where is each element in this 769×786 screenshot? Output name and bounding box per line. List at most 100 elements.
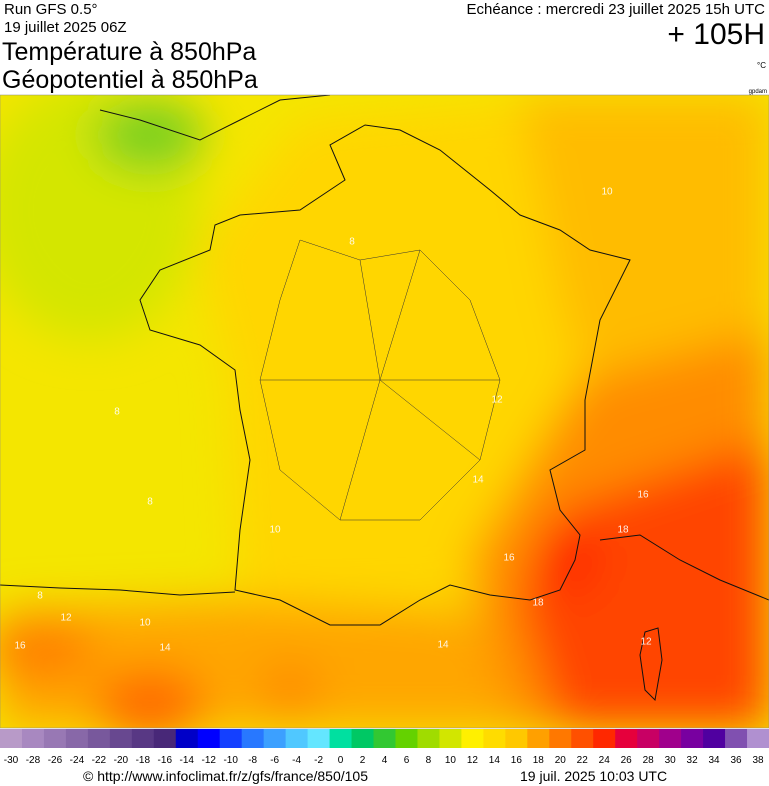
colorbar-swatch bbox=[241, 729, 265, 748]
unit: °C bbox=[757, 61, 766, 70]
title: Température à 850hPa bbox=[2, 38, 256, 66]
colorbar-swatch bbox=[0, 729, 23, 748]
contour-label: 14 bbox=[437, 640, 449, 651]
title: Géopotentiel à 850hPa bbox=[2, 66, 258, 94]
italy-coast bbox=[599, 534, 769, 601]
colorbar-label: 4 bbox=[382, 755, 388, 766]
run-date: 19 juillet 2025 06Z bbox=[4, 19, 127, 36]
coastlines bbox=[0, 95, 769, 702]
colorbar-swatch bbox=[175, 729, 199, 748]
colorbar-label: 8 bbox=[426, 755, 432, 766]
colorbar-label: 34 bbox=[709, 755, 721, 766]
colorbar-swatch bbox=[725, 729, 748, 748]
colorbar-swatch bbox=[43, 729, 67, 748]
colorbar-label: 32 bbox=[687, 755, 699, 766]
contour-label: 8 bbox=[147, 497, 153, 508]
colorbar-label: -4 bbox=[292, 755, 301, 766]
forecast: Echéance : mercredi 23 juillet 2025 15h … bbox=[467, 1, 766, 18]
colorbar-swatch bbox=[571, 729, 594, 748]
spain-coast bbox=[0, 584, 236, 596]
colorbar-swatch bbox=[307, 729, 331, 748]
colorbar-swatch bbox=[285, 729, 309, 748]
colorbar-label: 24 bbox=[599, 755, 611, 766]
colorbar-label: 16 bbox=[511, 755, 523, 766]
source-url: © http://www.infoclimat.fr/z/gfs/france/… bbox=[83, 768, 368, 784]
colorbar-swatch bbox=[439, 729, 462, 748]
colorbar: -30 -28 -26 -24 -22 -20 -18 -16 -14 -12 -10 -8 -6 -4-… bbox=[0, 729, 769, 766]
colorbar-swatch bbox=[351, 729, 375, 748]
colorbar-swatch bbox=[263, 729, 287, 748]
colorbar-label: -20 bbox=[114, 755, 129, 766]
temperature-field bbox=[0, 95, 769, 728]
colorbar-swatch bbox=[637, 729, 660, 748]
france-border bbox=[139, 124, 631, 626]
colorbar-swatch bbox=[681, 729, 704, 748]
colorbar-label: -14 bbox=[180, 755, 195, 766]
corsica bbox=[639, 627, 663, 702]
field bbox=[200, 100, 600, 600]
colorbar-swatch bbox=[219, 729, 243, 748]
colorbar-swatch bbox=[131, 729, 155, 748]
colorbar-swatch bbox=[659, 729, 682, 748]
colorbar-swatch bbox=[527, 729, 550, 748]
colorbar-label: 26 bbox=[621, 755, 633, 766]
colorbar-label: 18 bbox=[533, 755, 545, 766]
colorbar-swatch bbox=[747, 729, 769, 748]
colorbar-label: 20 bbox=[555, 755, 567, 766]
colorbar-label: 38 bbox=[752, 755, 764, 766]
field bbox=[520, 440, 769, 728]
colorbar-swatch bbox=[65, 729, 89, 748]
colorbar-label: -6 bbox=[270, 755, 279, 766]
contour-label: 10 bbox=[139, 618, 151, 629]
colorbar-label: 14 bbox=[489, 755, 501, 766]
colorbar-label: -24 bbox=[70, 755, 85, 766]
colorbar-label: -28 bbox=[26, 755, 41, 766]
colorbar-label: 2 bbox=[360, 755, 366, 766]
contour-label: 16 bbox=[637, 490, 649, 501]
field bbox=[95, 100, 205, 170]
timestamp: 19 juil. 2025 10:03 UTC bbox=[520, 768, 667, 784]
colorbar-label: -8 bbox=[248, 755, 257, 766]
contour-label: 16 bbox=[14, 641, 26, 652]
region-borders bbox=[259, 239, 501, 521]
colorbar-label: 36 bbox=[730, 755, 742, 766]
uk-coast bbox=[99, 95, 331, 141]
contour-label: 8 bbox=[37, 591, 43, 602]
colorbar-swatch bbox=[703, 729, 726, 748]
colorbar-swatch bbox=[505, 729, 528, 748]
colorbar-swatch bbox=[461, 729, 484, 748]
colorbar-label: -30 bbox=[4, 755, 19, 766]
map: 10 8 8 8 10 12 14 16 18 16 18 8 12 10 16 14 14 12 bbox=[0, 95, 769, 728]
contour-label: 10 bbox=[269, 525, 281, 536]
field bbox=[535, 530, 595, 590]
colorbar-swatch bbox=[395, 729, 418, 748]
colorbar-swatch bbox=[593, 729, 616, 748]
colorbar-label: -2 bbox=[314, 755, 323, 766]
colorbar-swatch bbox=[329, 729, 353, 748]
field bbox=[95, 670, 205, 728]
colorbar-label: -12 bbox=[202, 755, 217, 766]
colorbar-swatch bbox=[21, 729, 45, 748]
colorbar-label: 22 bbox=[577, 755, 589, 766]
colorbar-swatch bbox=[153, 729, 177, 748]
colorbar-swatch bbox=[483, 729, 506, 748]
colorbar-label: 10 bbox=[445, 755, 457, 766]
colorbar-label: 30 bbox=[665, 755, 677, 766]
colorbar-label: 28 bbox=[643, 755, 655, 766]
contour-label: 10 bbox=[601, 187, 613, 198]
contour-label: 12 bbox=[491, 395, 503, 406]
contour-label: 16 bbox=[503, 553, 515, 564]
contour-labels: 10 8 8 8 10 12 14 16 18 16 18 8 12 10 16 14 14 12 bbox=[14, 187, 652, 654]
field bbox=[260, 665, 320, 715]
colorbar-label: -22 bbox=[92, 755, 107, 766]
contour-label: 18 bbox=[532, 598, 544, 609]
colorbar-swatch bbox=[87, 729, 111, 748]
contour-label: 12 bbox=[60, 613, 72, 624]
colorbar-label: 12 bbox=[467, 755, 479, 766]
colorbar-swatch bbox=[417, 729, 440, 748]
colorbar-swatch bbox=[373, 729, 396, 748]
colorbar-label: 6 bbox=[404, 755, 410, 766]
contour-label: 18 bbox=[617, 525, 629, 536]
lead-time: + 105H bbox=[667, 18, 765, 51]
